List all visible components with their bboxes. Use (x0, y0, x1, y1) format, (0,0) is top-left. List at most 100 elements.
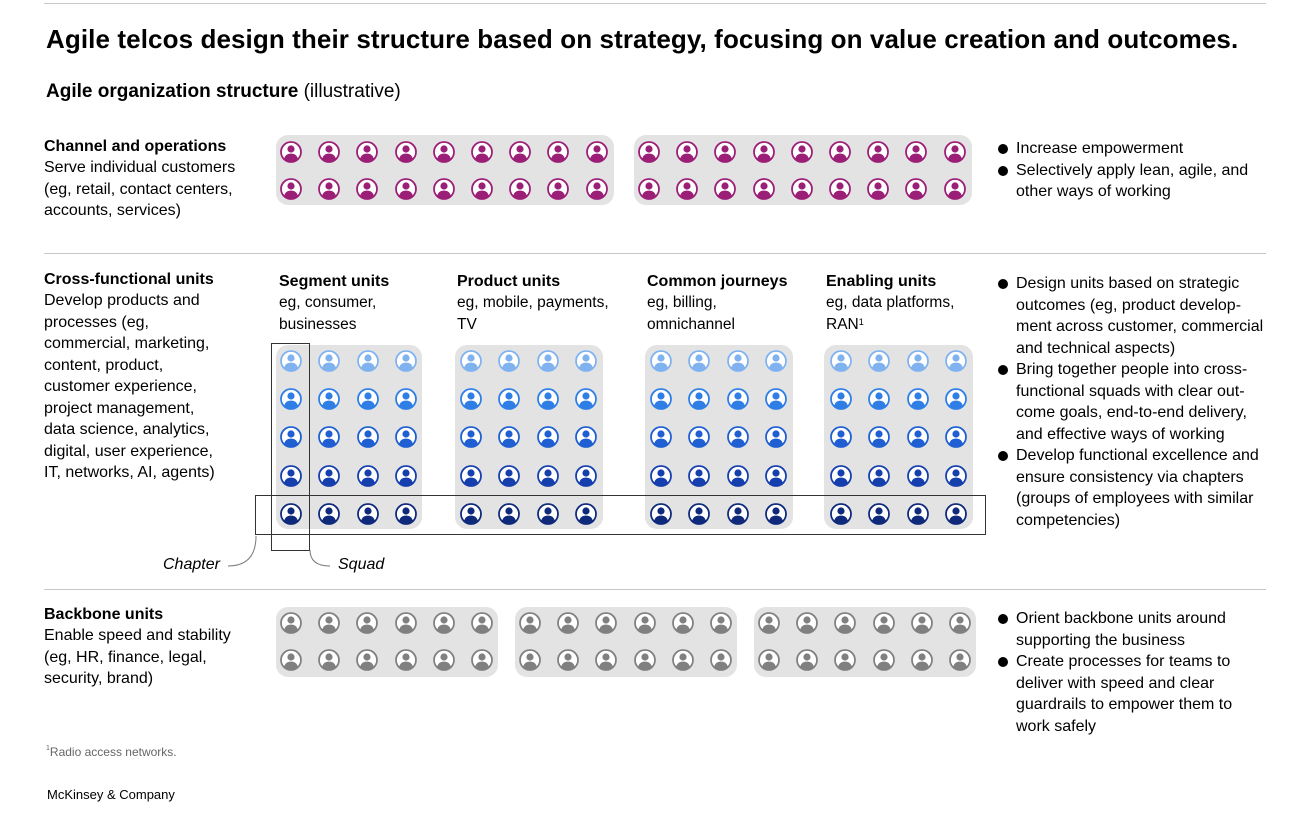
person-icon (833, 648, 857, 672)
person-icon (536, 502, 560, 526)
person-icon (833, 611, 857, 635)
person-icon (459, 464, 483, 488)
enabling-units-heading: Enabling units (826, 273, 937, 290)
common-journeys-heading: Common journeys (647, 273, 788, 290)
person-icon (943, 140, 967, 164)
person-icon (394, 140, 418, 164)
channel-bullets: Increase empowerment Selectively apply l… (996, 138, 1258, 203)
enabling-units-description: eg, data platforms, RAN1 (826, 292, 976, 335)
person-icon (546, 140, 570, 164)
person-icon (574, 502, 598, 526)
person-icon (726, 349, 750, 373)
person-icon (317, 387, 341, 411)
person-icon (394, 502, 418, 526)
person-icon (518, 648, 542, 672)
bullet-item: Create processes for teams to deliver wi… (996, 651, 1258, 737)
person-icon (904, 177, 928, 201)
person-icon (649, 425, 673, 449)
bullet-item: Increase empowerment (996, 138, 1258, 160)
person-icon (649, 387, 673, 411)
person-icon (649, 502, 673, 526)
person-icon (709, 611, 733, 635)
person-icon (497, 464, 521, 488)
person-icon (637, 140, 661, 164)
person-icon (828, 177, 852, 201)
person-icon (649, 464, 673, 488)
cross-heading: Cross-functional units (44, 271, 214, 288)
person-icon (633, 648, 657, 672)
person-icon (556, 648, 580, 672)
person-icon (906, 387, 930, 411)
person-icon (637, 177, 661, 201)
person-icon (574, 425, 598, 449)
bullet-item: Orient backbone units around supporting … (996, 608, 1258, 651)
squad-outline (271, 343, 310, 551)
bullet-item: Bring together people into cross-functio… (996, 359, 1266, 445)
person-icon (904, 140, 928, 164)
person-icon (687, 425, 711, 449)
person-icon (687, 349, 711, 373)
person-icon (394, 611, 418, 635)
person-icon (790, 140, 814, 164)
segment-units-description: eg, consumer, businesses (279, 294, 377, 333)
person-icon (355, 140, 379, 164)
subtitle-rest: (illustrative) (298, 81, 401, 102)
person-icon (279, 140, 303, 164)
person-icon (764, 425, 788, 449)
person-icon (752, 177, 776, 201)
segment-units-heading: Segment units (279, 273, 390, 290)
person-icon (394, 425, 418, 449)
person-icon (687, 464, 711, 488)
person-icon (764, 387, 788, 411)
callout-lines (227, 535, 331, 567)
person-icon (867, 349, 891, 373)
person-icon (594, 648, 618, 672)
person-icon (574, 464, 598, 488)
divider (44, 253, 1266, 254)
person-icon (866, 140, 890, 164)
person-icon (671, 648, 695, 672)
person-icon (944, 502, 968, 526)
person-icon (317, 648, 341, 672)
enabling-units-text: eg, data platforms, RAN (826, 294, 955, 333)
person-icon (279, 177, 303, 201)
person-icon (867, 502, 891, 526)
person-icon (910, 648, 934, 672)
squad-callout-line (309, 549, 331, 567)
person-icon (508, 177, 532, 201)
person-icon (829, 425, 853, 449)
person-icon (356, 387, 380, 411)
person-icon (497, 425, 521, 449)
person-icon (594, 611, 618, 635)
person-icon (906, 425, 930, 449)
person-icon (394, 177, 418, 201)
person-icon (829, 502, 853, 526)
person-icon (764, 464, 788, 488)
person-icon (470, 140, 494, 164)
person-icon (508, 140, 532, 164)
person-icon (872, 611, 896, 635)
footnote: 1Radio access networks. (46, 745, 177, 759)
person-icon (943, 177, 967, 201)
backbone-box-3 (754, 607, 976, 677)
product-units-description: eg, mobile, payments, TV (457, 294, 609, 333)
person-icon (828, 140, 852, 164)
person-icon (536, 464, 560, 488)
bullet-item: Design units based on strategic outcomes… (996, 273, 1266, 359)
person-icon (687, 502, 711, 526)
person-icon (795, 611, 819, 635)
person-icon (317, 177, 341, 201)
person-icon (829, 349, 853, 373)
person-icon (574, 387, 598, 411)
person-icon (536, 425, 560, 449)
person-icon (713, 140, 737, 164)
person-icon (459, 387, 483, 411)
person-icon (470, 648, 494, 672)
person-icon (906, 502, 930, 526)
bullet-item: Selectively apply lean, agile, and other… (996, 160, 1258, 203)
person-icon (906, 349, 930, 373)
person-icon (355, 177, 379, 201)
person-icon (944, 387, 968, 411)
person-icon (675, 177, 699, 201)
person-icon (546, 177, 570, 201)
